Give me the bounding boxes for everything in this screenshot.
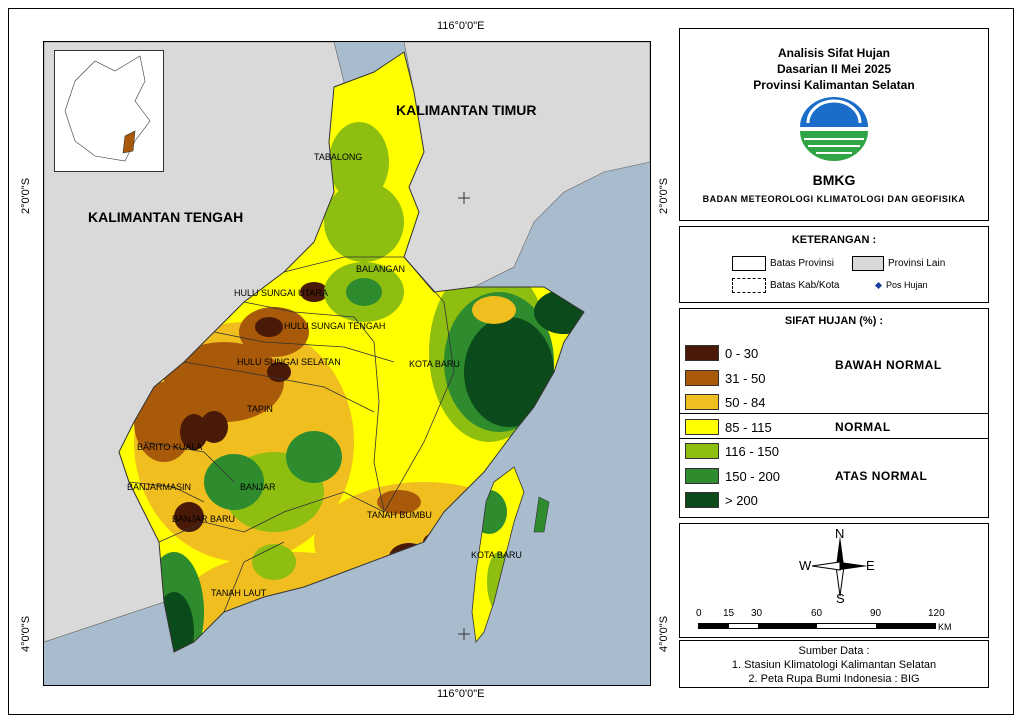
batas-kab-swatch [732,278,766,293]
source-panel: Sumber Data : 1. Stasiun Klimatologi Kal… [679,640,989,688]
map-frame [8,8,1014,715]
map-title-line2: Dasarian II Mei 2025 [776,62,892,76]
keterangan-title: KETERANGAN : [791,234,877,246]
class-label-6: > 200 [725,492,758,508]
bmkg-logo-text: BMKG [812,172,856,188]
class-swatch-5 [685,468,719,484]
source-title: Sumber Data : [798,645,870,657]
lat-label-2-right: 2°0'0"S [658,177,670,215]
district-label-banjarmasin: BANJARMASIN [127,482,192,492]
district-label-hsu: HULU SUNGAI UTARA [234,288,328,298]
kalimantan-timur-area [403,42,650,293]
class-swatch-3 [685,419,719,435]
provinsi-lain-label: Provinsi Lain [888,258,946,269]
scale-tick-30: 30 [751,608,763,619]
compass-w: W [799,558,812,573]
district-label-balangan: BALANGAN [356,264,406,274]
district-label-hst: HULU SUNGAI TENGAH [284,321,386,331]
lat-label-4-right: 4°0'0"S [658,615,670,653]
class-label-2: 50 - 84 [725,394,766,410]
compass-scale-panel: N S W E 0 15 30 60 90 120 KM [679,523,989,638]
class-swatch-4 [685,443,719,459]
scale-bar [698,623,936,629]
district-label-tanahbumbu: TANAH BUMBU [367,510,432,520]
category-atas-normal: ATAS NORMAL [835,469,928,483]
class-label-3: 85 - 115 [725,419,772,435]
agency-name: BADAN METEOROLOGI KLIMATOLOGI DAN GEOFIS… [702,194,966,204]
main-map[interactable]: KALIMANTAN TIMUR KALIMANTAN TENGAH TABAL… [43,41,651,686]
compass-e: E [866,558,875,573]
district-label-tapin: TAPIN [247,404,273,414]
district-label-banjarbaru: BANJAR BARU [172,514,236,524]
district-label-baritokuala: BARITO KUALA [137,442,203,452]
pos-hujan-label: Pos Hujan [886,280,928,290]
district-label-tabalong: TABALONG [314,152,363,162]
district-label-tanahlaut: TANAH LAUT [211,588,267,598]
scale-tick-60: 60 [811,608,823,619]
district-label-kotabaru: KOTA BARU [409,359,460,369]
compass-rose-icon [811,536,868,597]
inset-svg [64,55,151,162]
lat-label-2-left: 2°0'0"S [20,177,32,215]
kalimantan-tengah-label: KALIMANTAN TENGAH [88,209,244,225]
scale-unit: KM [938,622,952,632]
compass-n: N [835,526,845,541]
district-label-banjar: BANJAR [240,482,276,492]
small-island [533,496,550,533]
provinsi-lain-swatch [852,256,884,271]
class-swatch-0 [685,345,719,361]
title-panel: Analisis Sifat Hujan Dasarian II Mei 202… [679,28,989,221]
keterangan-panel: KETERANGAN : Batas Provinsi Provinsi Lai… [679,226,989,303]
kalimantan-timur-label: KALIMANTAN TIMUR [396,102,537,118]
scale-tick-0: 0 [696,608,702,619]
lon-label-bottom: 116°0'0"E [437,688,485,700]
lat-label-4-left: 4°0'0"S [20,615,32,653]
class-label-0: 0 - 30 [725,345,759,361]
inset-map [54,50,164,172]
sifat-hujan-panel: SIFAT HUJAN (%) : 0 - 30 31 - 50 50 - 84… [679,308,989,518]
class-label-4: 116 - 150 [725,443,779,459]
lon-label-top: 116°0'0"E [437,20,485,32]
class-swatch-6 [685,492,719,508]
map-svg [44,42,650,653]
district-label-kotabaru-2: KOTA BARU [471,550,522,560]
class-label-1: 31 - 50 [725,370,766,386]
batas-kab-label: Batas Kab/Kota [770,280,840,291]
class-swatch-2 [685,394,719,410]
map-title-line1: Analisis Sifat Hujan [777,46,891,60]
batas-provinsi-label: Batas Provinsi [770,258,834,269]
district-label-hss: HULU SUNGAI SELATAN [237,357,341,367]
category-bawah-normal: BAWAH NORMAL [835,358,942,372]
class-swatch-1 [685,370,719,386]
sifat-hujan-title: SIFAT HUJAN (%) : [784,315,884,327]
source-line2: 2. Peta Rupa Bumi Indonesia : BIG [748,673,920,685]
district-borders [128,256,455,613]
scale-tick-120: 120 [928,608,945,619]
category-normal: NORMAL [835,420,891,434]
bmkg-logo-icon [800,97,868,161]
pos-hujan-icon [874,281,883,289]
compass-s: S [836,591,845,606]
scale-tick-15: 15 [723,608,735,619]
grid-crosses [458,192,470,640]
source-line1: 1. Stasiun Klimatologi Kalimantan Selata… [731,659,937,671]
scale-tick-90: 90 [870,608,882,619]
batas-provinsi-swatch [732,256,766,271]
map-title-line3: Provinsi Kalimantan Selatan [753,78,915,92]
class-label-5: 150 - 200 [725,468,780,484]
